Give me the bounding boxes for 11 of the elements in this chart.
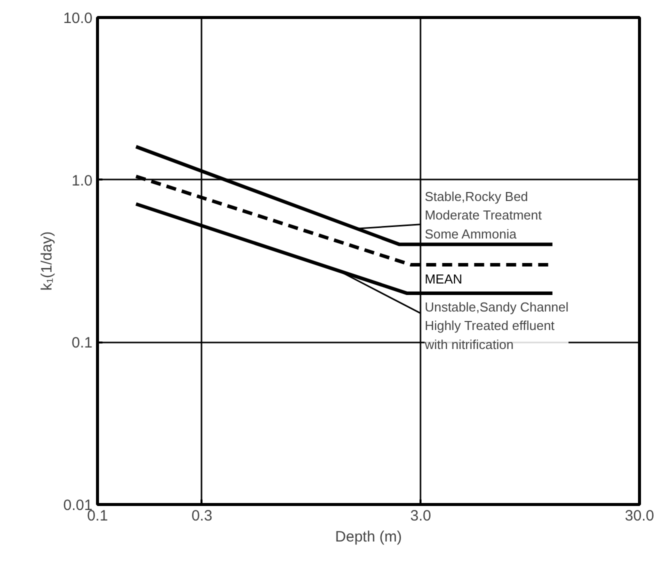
series-label: MEAN	[424, 272, 462, 287]
annotation: Stable,Rocky Bed Moderate Treatment Some Ammonia	[424, 188, 542, 242]
y-tick-label: 10.0	[63, 10, 93, 27]
x-tick-label: 3.0	[410, 508, 432, 524]
y-tick-label: 1.0	[72, 172, 93, 190]
y-tick-label: 0.1	[72, 334, 93, 352]
x-tick-label: 0.3	[191, 508, 212, 524]
annotation: Unstable,Sandy Channel Highly Treated effluent with nitrification	[424, 299, 569, 352]
x-tick-label: 30.0	[624, 508, 654, 524]
x-axis-title: Depth (m)	[335, 528, 402, 546]
y-axis-title: k₁(1/day)	[38, 231, 56, 291]
